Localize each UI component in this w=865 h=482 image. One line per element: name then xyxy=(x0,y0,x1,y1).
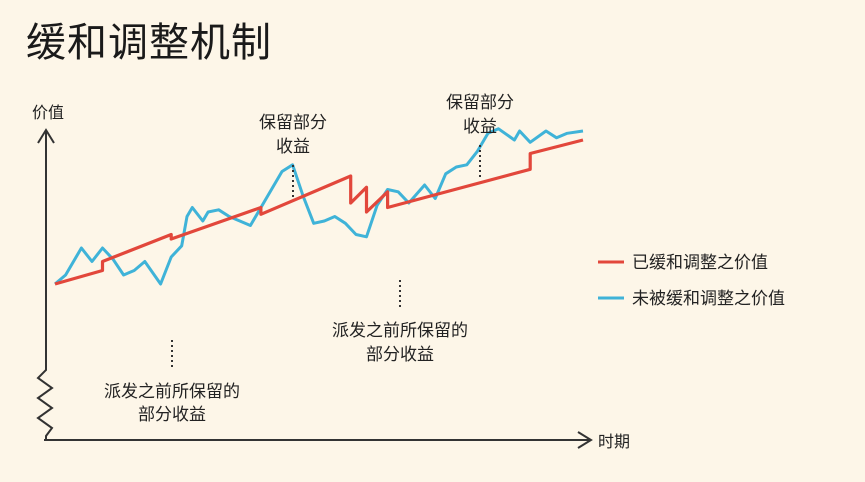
legend: 已缓和调整之价值 未被缓和调整之价值 xyxy=(598,253,785,309)
axes: 价值 时期 xyxy=(32,103,630,451)
annotation-text: 派发之前所保留的 xyxy=(332,321,468,341)
series-lines xyxy=(54,127,584,286)
annotation-pre-release-1: 派发之前所保留的 部分收益 xyxy=(104,340,240,425)
y-axis-line xyxy=(36,132,54,440)
annotation-text: 保留部分 xyxy=(446,93,514,113)
y-axis-label: 价值 xyxy=(32,103,64,122)
annotation-retained-2: 保留部分 收益 xyxy=(446,93,514,180)
legend-label-unsmoothed: 未被缓和调整之价值 xyxy=(632,289,785,309)
series-line-unsmoothed xyxy=(54,127,584,286)
x-axis-label: 时期 xyxy=(598,432,630,451)
annotation-text: 派发之前所保留的 xyxy=(104,382,240,402)
annotation-text: 保留部分 xyxy=(259,113,327,133)
annotation-retained-1: 保留部分 收益 xyxy=(259,113,327,198)
annotation-text: 收益 xyxy=(463,117,497,137)
annotation-text: 部分收益 xyxy=(366,345,434,365)
annotation-text: 收益 xyxy=(276,137,310,157)
legend-label-smoothed: 已缓和调整之价值 xyxy=(632,253,768,273)
y-axis-arrow xyxy=(37,128,55,144)
x-axis-arrow xyxy=(577,431,593,449)
annotations: 派发之前所保留的 部分收益 保留部分 收益 派发之前所保留的 部分收益 保留部分… xyxy=(104,93,514,425)
annotation-text: 部分收益 xyxy=(138,405,206,425)
annotation-pre-release-2: 派发之前所保留的 部分收益 xyxy=(332,280,468,365)
page-title: 缓和调整机制 xyxy=(26,20,272,66)
series-line-smoothed xyxy=(54,138,584,286)
